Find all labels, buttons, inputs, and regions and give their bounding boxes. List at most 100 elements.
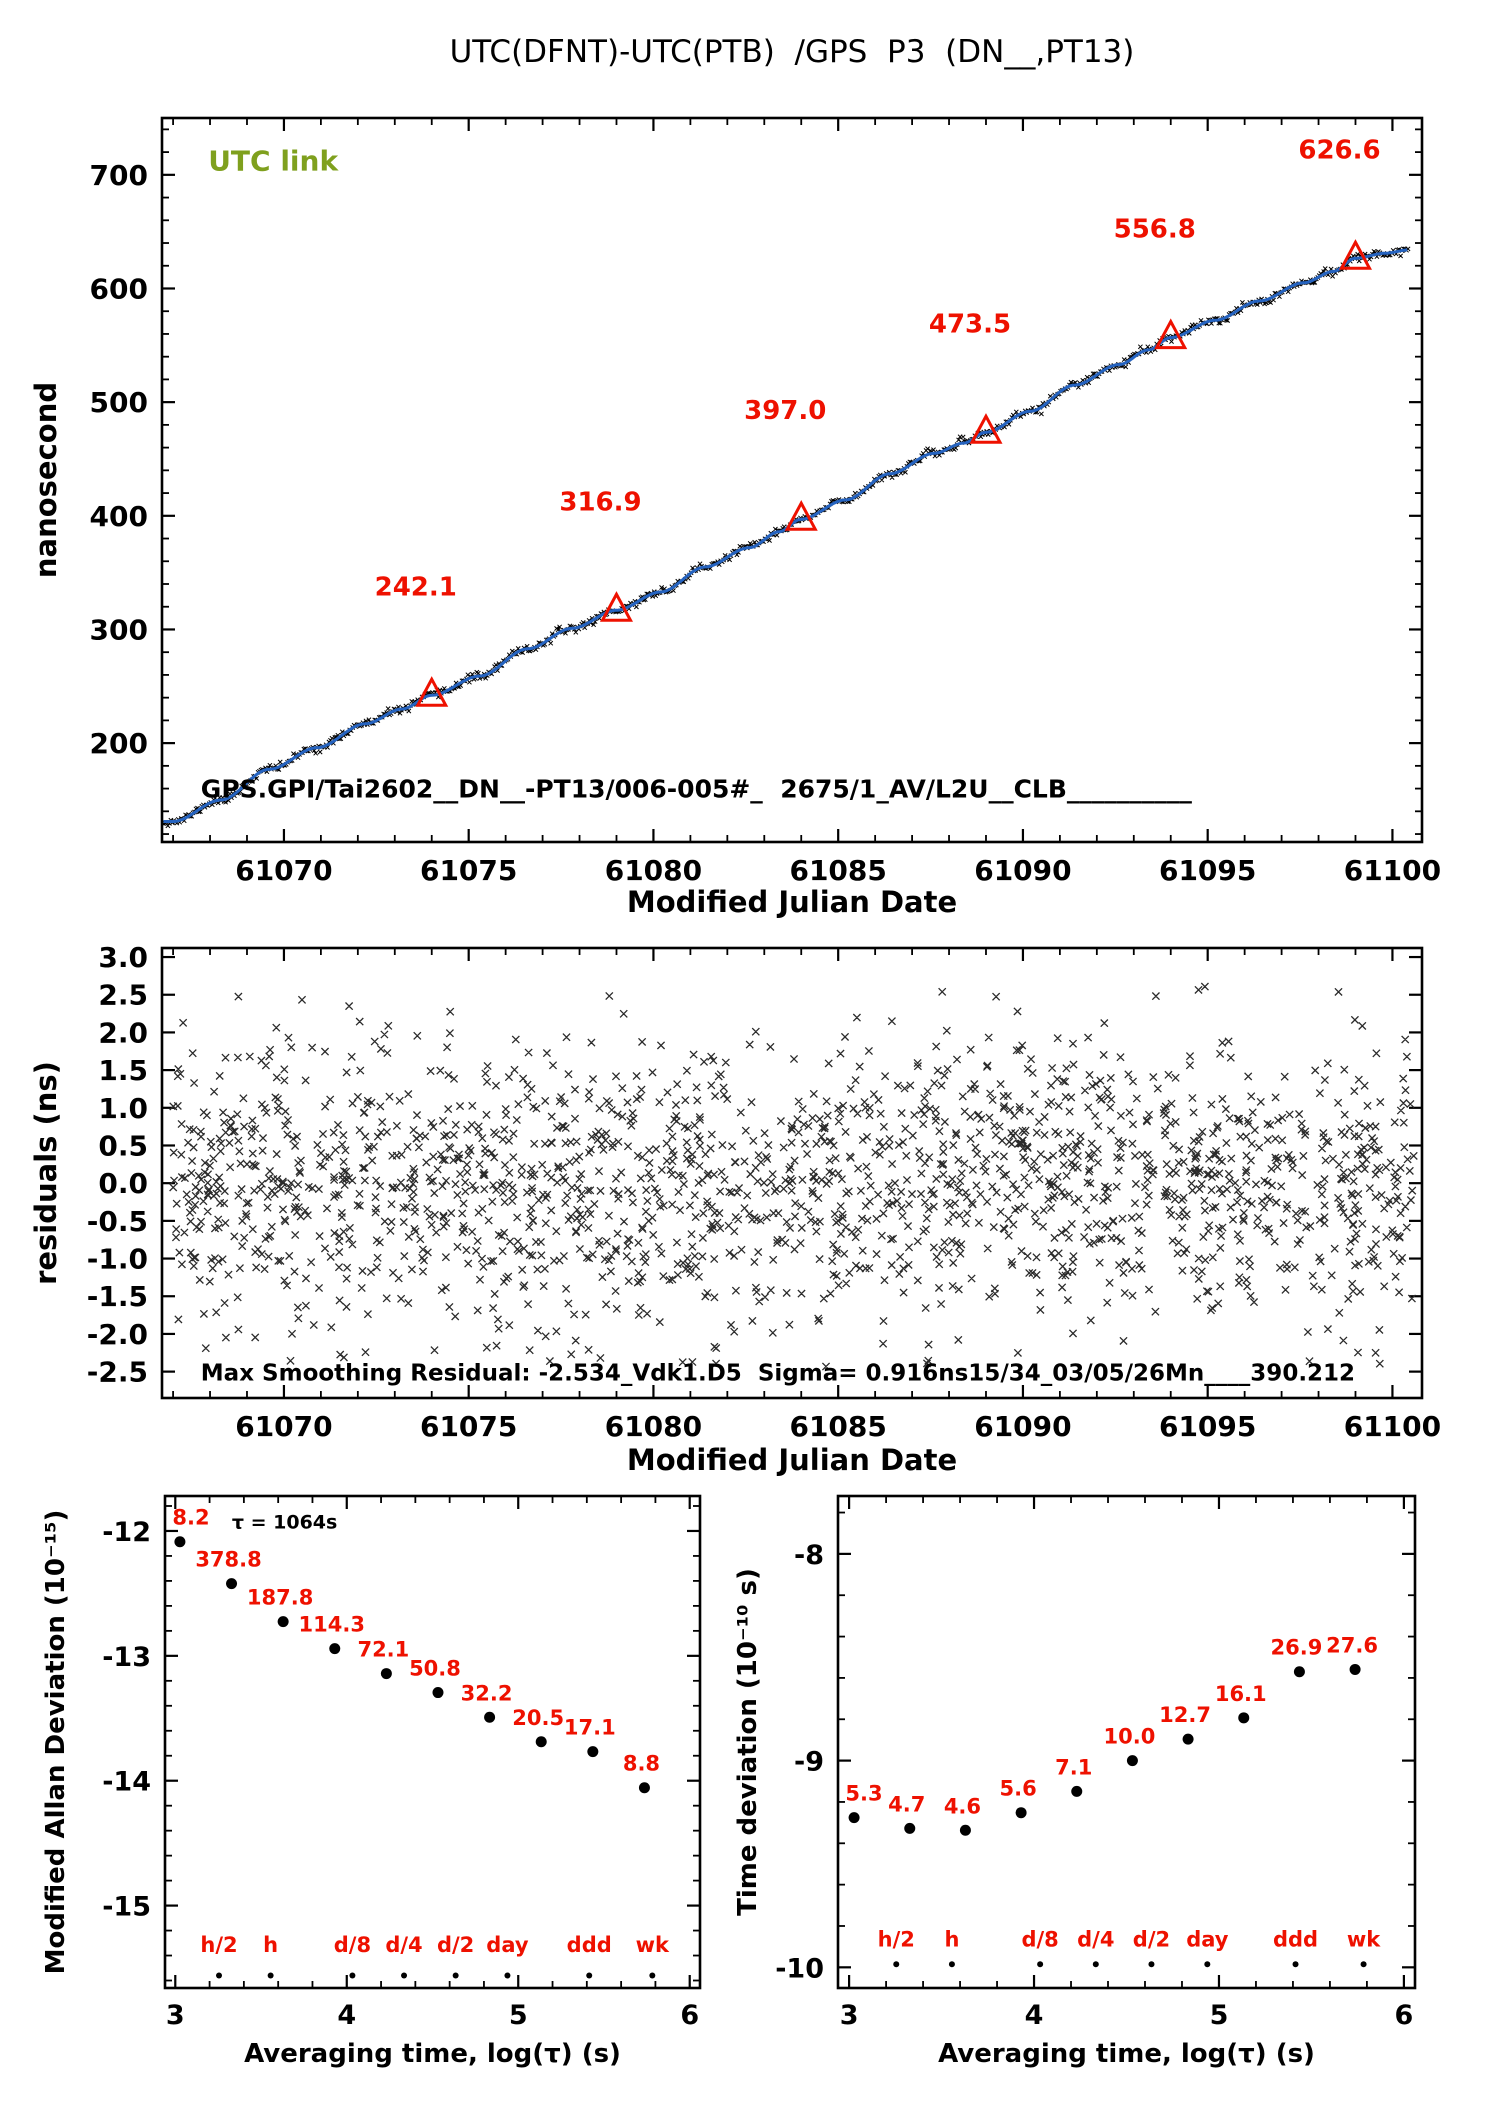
y-tick-label: 600 [90, 272, 148, 305]
x-tick-label: 61090 [974, 854, 1071, 887]
tdev-point-value-label: 7.1 [1055, 1755, 1092, 1779]
marker-value-label: 473.5 [929, 309, 1011, 339]
tdev-point-value-label: 27.6 [1326, 1633, 1378, 1657]
smoothing-stats-label: Max Smoothing Residual: -2.534_Vdk1.D5 S… [201, 1361, 1355, 1387]
averaging-interval-label: d/2 [1133, 1928, 1170, 1952]
averaging-interval-dot [1292, 1961, 1299, 1968]
tdev-point [848, 1812, 860, 1824]
x-tick-label: 4 [1025, 2000, 1044, 2031]
y-tick-label: -15 [102, 1892, 151, 1923]
mdev-point-value-label: 72.1 [357, 1638, 409, 1662]
tdev-point [1071, 1785, 1083, 1797]
averaging-interval-label: d/4 [385, 1933, 422, 1957]
tdev-y-axis-label: Time deviation (10⁻¹⁰ s) [733, 1568, 763, 1916]
calibration-triangle-marker [599, 591, 633, 622]
y-tick-label: -1.5 [87, 1280, 148, 1313]
x-tick-label: 3 [166, 2000, 185, 2031]
marker-value-label: 556.8 [1114, 215, 1196, 245]
mdev-point [587, 1746, 599, 1758]
page-title: UTC(DFNT)-UTC(PTB) /GPS P3 (DN__,PT13) [449, 34, 1135, 70]
y-tick-label: -0.5 [87, 1205, 148, 1238]
averaging-interval-label: d/8 [334, 1933, 371, 1957]
tdev-point-value-label: 12.7 [1159, 1703, 1211, 1727]
mdev-point-value-label: 8.2 [172, 1506, 209, 1530]
averaging-interval-dot [452, 1972, 459, 1979]
averaging-interval-label: d/2 [437, 1933, 474, 1957]
x-tick-label: 6 [680, 2000, 699, 2031]
mdev-point [380, 1668, 392, 1680]
tdev-point [1349, 1663, 1361, 1675]
tdev-point-value-label: 4.6 [944, 1794, 981, 1818]
mdev-point [226, 1578, 238, 1590]
y-tick-label: -8 [794, 1540, 824, 1571]
averaging-interval-dot [349, 1972, 356, 1979]
y-tick-label: -10 [775, 1953, 824, 1984]
averaging-interval-label: h [944, 1928, 959, 1952]
y-tick-label: 0.0 [98, 1167, 148, 1200]
y-tick-label: 1.5 [98, 1054, 148, 1087]
y-tick-label: -2.5 [87, 1356, 148, 1389]
mdev-point [535, 1736, 547, 1748]
x-tick-label: 5 [509, 2000, 528, 2031]
x-tick-label: 61075 [420, 854, 517, 887]
x-tick-label: 61100 [1344, 1410, 1441, 1443]
tdev-point [959, 1824, 971, 1836]
calibration-triangle-marker [1154, 318, 1188, 350]
mdev-point-value-label: 17.1 [564, 1716, 616, 1740]
averaging-interval-dot [1148, 1961, 1155, 1968]
tdev-point [1015, 1807, 1027, 1819]
calibration-triangle-marker [969, 413, 1003, 444]
x-tick-label: 61085 [789, 1410, 886, 1443]
marker-value-label: 397.0 [744, 396, 826, 426]
mdev-point-value-label: 114.3 [299, 1613, 365, 1637]
tdev-frame [836, 1494, 1417, 1990]
x-tick-label: 6 [1395, 2000, 1414, 2031]
y-tick-label: 300 [90, 613, 148, 646]
tdev-point [1182, 1733, 1194, 1745]
averaging-interval-dot [586, 1972, 593, 1979]
residuals-y-axis-label: residuals (ns) [29, 1061, 63, 1285]
y-tick-label: -14 [102, 1767, 151, 1798]
averaging-interval-dot [1360, 1961, 1367, 1968]
mdev-point [484, 1711, 496, 1723]
tdev-point-value-label: 26.9 [1271, 1636, 1323, 1660]
calibration-triangle-marker [415, 676, 449, 707]
averaging-interval-label: h/2 [878, 1928, 915, 1952]
tdev-panel: 3 4 5 6 -8 -9 -10 Averaging time, log(τ) (s) Tim… [733, 1494, 1417, 2069]
x-tick-label: 61075 [420, 1410, 517, 1443]
tdev-point [1293, 1666, 1305, 1678]
mdev-point [277, 1616, 289, 1628]
averaging-interval-dot [893, 1961, 900, 1968]
x-tick-label: 61095 [1159, 854, 1256, 887]
mdev-point [432, 1687, 444, 1699]
x-tick-label: 61070 [235, 1410, 332, 1443]
calibration-triangle-marker [784, 500, 818, 531]
averaging-interval-label: d/8 [1021, 1928, 1058, 1952]
tdev-point-value-label: 4.7 [888, 1792, 925, 1816]
y-tick-label: 0.5 [98, 1129, 148, 1162]
mdev-panel: 3 4 5 6 -12 -13 -14 -15 Averaging time, log(τ) (… [41, 1494, 702, 2069]
tau-note: τ = 1064s [232, 1511, 337, 1533]
mdev-frame [163, 1494, 702, 1990]
y-tick-label: 2.5 [98, 979, 148, 1012]
tdev-point [1238, 1712, 1250, 1724]
x-tick-label: 4 [337, 2000, 356, 2031]
averaging-interval-label: wk [636, 1933, 670, 1957]
x-tick-label: 61080 [605, 1410, 702, 1443]
x-tick-label: 3 [840, 2000, 859, 2031]
phase-smoothed-line [163, 248, 1408, 823]
x-tick-label: 61085 [789, 854, 886, 887]
phase-panel: 61070 61075 61080 61085 61090 61095 61100 200 30… [29, 116, 1441, 919]
mdev-point-value-label: 8.8 [623, 1752, 660, 1776]
averaging-interval-label: h/2 [200, 1933, 237, 1957]
y-tick-label: 400 [90, 500, 148, 533]
mdev-point [638, 1782, 650, 1794]
mdev-point-value-label: 50.8 [409, 1657, 461, 1681]
averaging-interval-dot [216, 1972, 223, 1979]
residuals-frame [160, 946, 1424, 1400]
averaging-interval-dot [267, 1972, 274, 1979]
y-tick-label: 2.0 [98, 1016, 148, 1049]
averaging-interval-dot [1037, 1961, 1044, 1968]
x-tick-label: 61095 [1159, 1410, 1256, 1443]
